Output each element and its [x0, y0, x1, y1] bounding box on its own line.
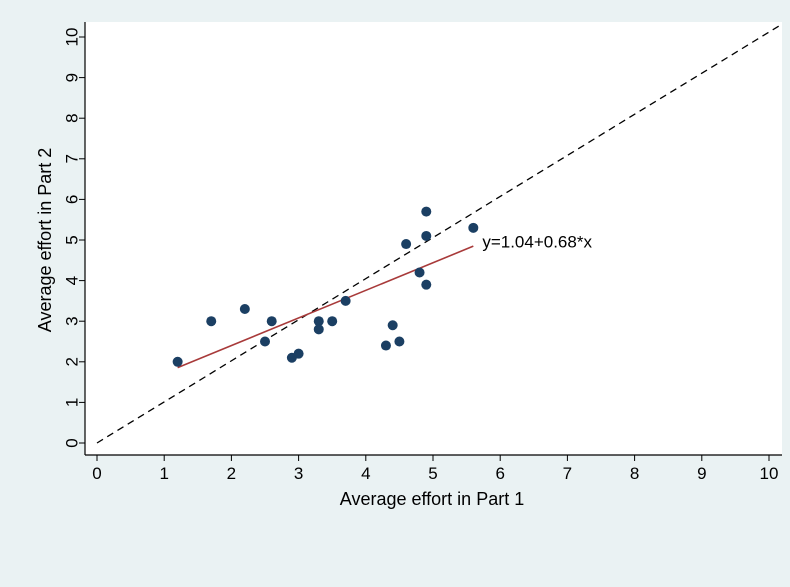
y-tick-label: 1 [63, 398, 82, 407]
y-tick-label: 2 [63, 357, 82, 366]
x-tick-label: 10 [760, 464, 779, 483]
y-tick-label: 0 [63, 438, 82, 447]
x-tick-label: 9 [697, 464, 706, 483]
data-point [293, 348, 304, 359]
data-point [468, 222, 479, 233]
x-tick-label: 7 [563, 464, 572, 483]
data-point [172, 356, 183, 367]
data-point [327, 316, 338, 327]
data-point [239, 304, 250, 315]
data-point [206, 316, 217, 327]
y-tick-label: 4 [63, 276, 82, 285]
x-axis-title: Average effort in Part 1 [340, 489, 524, 509]
data-point [421, 206, 432, 217]
x-tick-label: 8 [630, 464, 639, 483]
fit-line [177, 245, 474, 369]
data-point [260, 336, 270, 347]
data-point [421, 279, 432, 290]
x-tick-label: 0 [92, 464, 101, 483]
data-point [313, 316, 324, 327]
y-tick-label: 9 [63, 73, 82, 82]
data-point [313, 324, 324, 335]
y-tick-label: 8 [63, 113, 82, 122]
data-point [380, 340, 391, 351]
plot-area [85, 22, 782, 455]
x-tick-label: 6 [495, 464, 504, 483]
y-tick-label: 7 [63, 154, 82, 163]
data-point [414, 267, 425, 278]
x-tick-label: 1 [159, 464, 168, 483]
data-point [266, 316, 277, 327]
data-point [394, 336, 405, 347]
data-point [387, 320, 398, 331]
data-point [340, 295, 351, 306]
y-axis-title: Average effort in Part 2 [35, 148, 55, 332]
reference-line-45deg [96, 25, 780, 444]
y-tick-label: 5 [63, 235, 82, 244]
fit-equation-label: y=1.04+0.68*x [482, 233, 592, 252]
x-tick-label: 2 [227, 464, 236, 483]
y-tick-label: 10 [63, 28, 82, 47]
x-tick-label: 5 [428, 464, 437, 483]
x-tick-label: 3 [294, 464, 303, 483]
data-point [421, 230, 432, 241]
y-tick-label: 6 [63, 195, 82, 204]
x-tick-label: 4 [361, 464, 370, 483]
data-point [401, 239, 412, 250]
y-tick-label: 3 [63, 316, 82, 325]
